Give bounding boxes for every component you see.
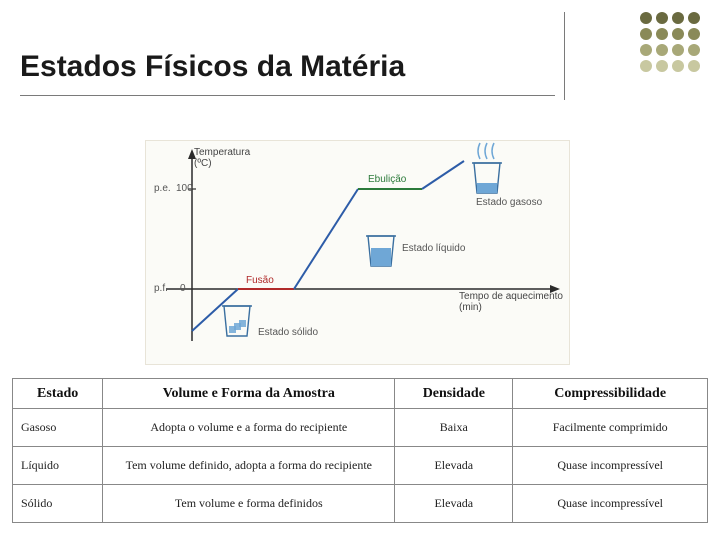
table-row: SólidoTem volume e forma definidosElevad… xyxy=(13,485,708,523)
decor-dot xyxy=(640,60,652,72)
decor-dot xyxy=(688,60,700,72)
states-table-wrap: EstadoVolume e Forma da AmostraDensidade… xyxy=(12,378,708,528)
x-axis-label: Tempo de aquecimento(min) xyxy=(459,291,563,313)
pe-tick-label: p.e. xyxy=(154,183,171,194)
decor-dot xyxy=(672,12,684,24)
table-cell: Gasoso xyxy=(13,409,103,447)
table-header: Volume e Forma da Amostra xyxy=(103,379,395,409)
title-wrap: Estados Físicos da Matéria xyxy=(20,50,560,84)
pf-tick-value: 0 xyxy=(180,283,186,294)
decor-dot xyxy=(688,28,700,40)
fusion-label: Fusão xyxy=(246,275,274,286)
table-row: LíquidoTem volume definido, adopta a for… xyxy=(13,447,708,485)
decor-dot xyxy=(656,28,668,40)
boiling-label: Ebulição xyxy=(368,174,406,185)
corner-dots-decor xyxy=(640,12,700,76)
table-header: Compressibilidade xyxy=(513,379,708,409)
decor-dot xyxy=(672,60,684,72)
decor-dot xyxy=(656,44,668,56)
decor-dot xyxy=(640,44,652,56)
pf-tick-label: p.f. xyxy=(154,283,168,294)
table-cell: Sólido xyxy=(13,485,103,523)
table-cell: Tem volume definido, adopta a forma do r… xyxy=(103,447,395,485)
decor-dot xyxy=(640,28,652,40)
table-cell: Facilmente comprimido xyxy=(513,409,708,447)
table-cell: Elevada xyxy=(395,485,513,523)
states-table: EstadoVolume e Forma da AmostraDensidade… xyxy=(12,378,708,523)
slide: Estados Físicos da Matéria Temperatura(º… xyxy=(0,0,720,540)
table-cell: Líquido xyxy=(13,447,103,485)
decor-dot xyxy=(688,44,700,56)
table-cell: Elevada xyxy=(395,447,513,485)
gas-state-label: Estado gasoso xyxy=(476,197,542,208)
decor-dot xyxy=(640,12,652,24)
decor-dot xyxy=(672,28,684,40)
decor-dot xyxy=(656,12,668,24)
pe-tick-value: 100 xyxy=(176,183,193,194)
decor-dot xyxy=(656,60,668,72)
table-cell: Tem volume e forma definidos xyxy=(103,485,395,523)
table-cell: Quase incompressível xyxy=(513,485,708,523)
decor-dot xyxy=(688,12,700,24)
chart-svg xyxy=(146,141,571,366)
solid-state-label: Estado sólido xyxy=(258,327,318,338)
y-axis-label: Temperatura(ºC) xyxy=(194,147,250,169)
table-cell: Adopta o volume e a forma do recipiente xyxy=(103,409,395,447)
table-cell: Quase incompressível xyxy=(513,447,708,485)
table-row: GasosoAdopta o volume e a forma do recip… xyxy=(13,409,708,447)
table-header: Estado xyxy=(13,379,103,409)
title-vertical-divider xyxy=(564,12,565,100)
title-underline xyxy=(20,95,555,96)
heating-curve-chart: Temperatura(ºC) Tempo de aquecimento(min… xyxy=(145,140,570,365)
liquid-state-label: Estado líquido xyxy=(402,243,465,254)
decor-dot xyxy=(672,44,684,56)
slide-title: Estados Físicos da Matéria xyxy=(20,50,560,84)
table-header: Densidade xyxy=(395,379,513,409)
table-cell: Baixa xyxy=(395,409,513,447)
